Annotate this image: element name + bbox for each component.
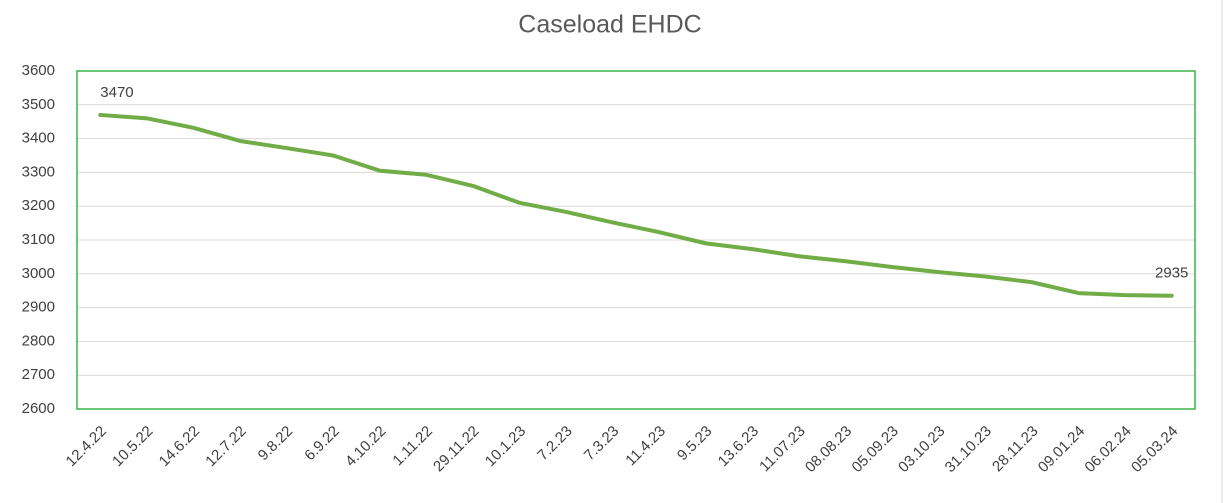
line-series xyxy=(98,112,1174,298)
data-label: 3470 xyxy=(100,84,133,101)
y-tick-label: 3300 xyxy=(22,163,55,180)
y-tick-label: 3000 xyxy=(22,265,55,282)
y-tick-label: 3400 xyxy=(22,130,55,147)
y-tick-label: 3200 xyxy=(22,197,55,214)
y-tick-label: 3100 xyxy=(22,231,55,248)
y-tick-label: 2700 xyxy=(22,366,55,383)
data-label: 2935 xyxy=(1155,265,1188,282)
y-tick-label: 2600 xyxy=(22,400,55,417)
y-tick-label: 3500 xyxy=(22,96,55,113)
chart-title: Caseload EHDC xyxy=(518,11,701,39)
y-tick-label: 2900 xyxy=(22,299,55,316)
y-tick-label: 2800 xyxy=(22,332,55,349)
y-tick-label: 3600 xyxy=(22,62,55,79)
plot-border xyxy=(76,70,1196,410)
